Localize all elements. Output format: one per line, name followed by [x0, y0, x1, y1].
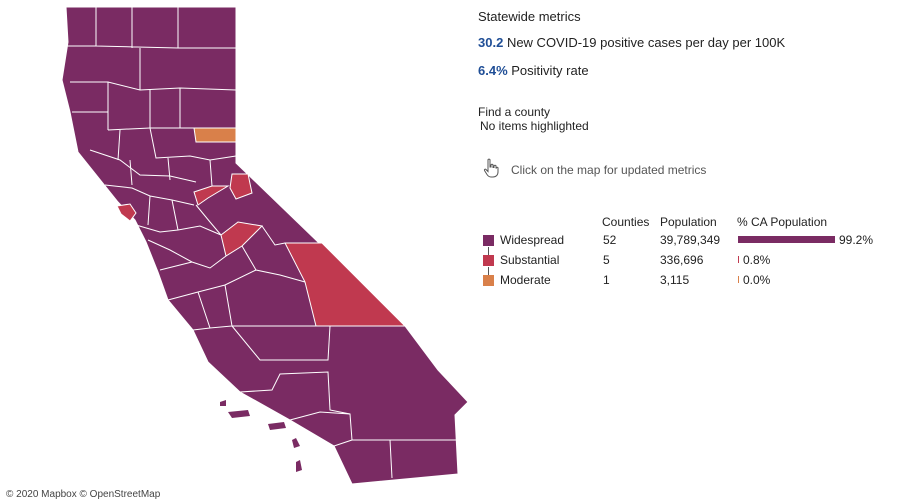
legend-connector: [488, 247, 489, 255]
metrics-panel: Statewide metrics 30.2 New COVID-19 posi…: [478, 0, 908, 499]
metric-positivity-label: Positivity rate: [511, 63, 589, 78]
tier-swatch: [483, 255, 494, 266]
metric-positivity-value: 6.4%: [478, 63, 508, 78]
county-mariposa[interactable]: [220, 221, 264, 257]
tier-pct-bar: [738, 256, 739, 263]
tier-count: 52: [603, 233, 617, 247]
county-borders: [66, 7, 458, 479]
county-el-dorado[interactable]: [193, 185, 230, 206]
metric-positivity-rate: 6.4% Positivity rate: [478, 63, 589, 78]
metric-case-rate-value: 30.2: [478, 35, 504, 50]
tier-swatch: [483, 275, 494, 286]
tier-name: Substantial: [500, 253, 560, 267]
map-attribution[interactable]: © 2020 Mapbox © OpenStreetMap: [6, 489, 161, 500]
statewide-metrics-title: Statewide metrics: [478, 9, 581, 24]
county-sierra[interactable]: [193, 127, 237, 143]
county-san-francisco[interactable]: [116, 203, 137, 222]
map-hint: Click on the map for updated metrics: [482, 158, 782, 180]
tier-name: Widespread: [500, 233, 565, 247]
tier-count: 1: [603, 273, 610, 287]
tier-population: 3,115: [660, 273, 690, 287]
header-population: Population: [660, 215, 717, 229]
county-inyo[interactable]: [284, 242, 407, 327]
tier-pct-bar: [738, 276, 739, 283]
state-outline[interactable]: [61, 6, 469, 485]
tier-swatch: [483, 235, 494, 246]
tier-population: 336,696: [660, 253, 704, 267]
header-pct-population: % CA Population: [737, 215, 828, 229]
tier-pct-label: 0.0%: [743, 273, 771, 287]
tier-row-widespread[interactable]: Widespread 52 39,789,349 99.2%: [478, 232, 908, 252]
tier-row-substantial[interactable]: Substantial 5 336,696 0.8%: [478, 252, 908, 272]
metric-case-rate-label: New COVID-19 positive cases per day per …: [506, 35, 786, 50]
header-counties: Counties: [602, 215, 650, 229]
tier-pct-bar: [738, 236, 835, 243]
california-county-map[interactable]: [0, 0, 480, 499]
legend-connector: [488, 267, 489, 275]
map-hint-text: Click on the map for updated metrics: [511, 163, 707, 177]
tier-population: 39,789,349: [660, 233, 721, 247]
tier-name: Moderate: [500, 273, 551, 287]
county-alpine[interactable]: [229, 173, 253, 200]
metric-case-rate: 30.2 New COVID-19 positive cases per day…: [478, 35, 785, 50]
tier-pct-label: 99.2%: [839, 233, 874, 247]
channel-islands[interactable]: [220, 400, 302, 472]
tier-pct-label: 0.8%: [743, 253, 771, 267]
pointer-hand-icon: [483, 158, 499, 178]
find-county-label: Find a county: [478, 105, 551, 119]
tier-count: 5: [603, 253, 610, 267]
find-county-selection[interactable]: No items highlighted: [480, 119, 589, 133]
tier-row-moderate[interactable]: Moderate 1 3,115 0.0%: [478, 272, 908, 292]
